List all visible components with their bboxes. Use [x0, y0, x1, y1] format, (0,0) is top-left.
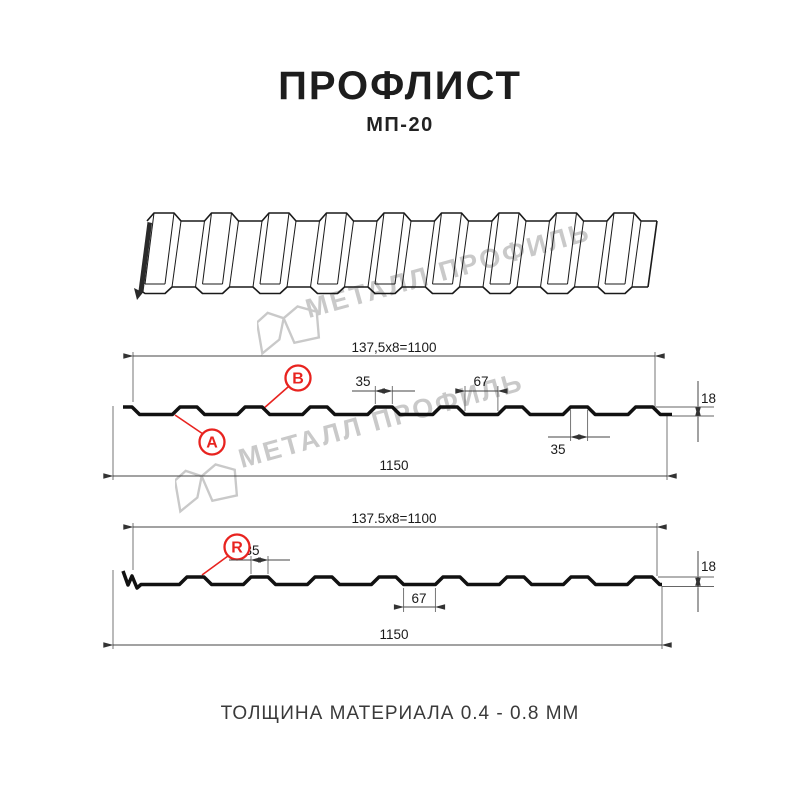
rib-fold-line: [286, 220, 297, 288]
rib-fold-line: [164, 212, 175, 285]
rib-fold-line: [144, 212, 155, 285]
marker-b-leader: [262, 386, 289, 410]
dim-coverage-bottom: 137.5x8=1100: [352, 511, 437, 526]
rib-fold-line: [604, 212, 615, 285]
marker-b-label: B: [292, 371, 304, 388]
marker-a-circle: [198, 428, 226, 456]
rib-fold-line: [222, 212, 232, 285]
sheet-right-edge: [647, 220, 658, 288]
rib-fold-line: [344, 220, 354, 288]
rib-fold-line: [259, 212, 270, 285]
rib-fold-line: [195, 220, 205, 288]
marker-b-circle: [284, 364, 312, 392]
rib-fold-line: [540, 220, 550, 288]
sheet-cut-edge-band: [138, 222, 152, 292]
rib-fold-line: [425, 220, 435, 288]
rib-fold-line: [229, 220, 239, 288]
marker-r-label: R: [231, 540, 243, 557]
dim-valley-width-top: 67: [473, 374, 488, 389]
cross-section-top: 137,5x8=1100 35 67 18 35 1150 B A: [103, 340, 716, 480]
dim-bottom-crest-width: 35: [550, 442, 565, 457]
rib-fold-line: [171, 220, 182, 288]
sheet-far-edge: [146, 212, 657, 222]
profile-model-subtitle: МП-20: [366, 114, 434, 136]
rib-fold-line: [509, 212, 520, 285]
rib-fold-line: [459, 220, 469, 288]
sheet-3d-drawing: [134, 212, 658, 300]
marker-a-leader: [174, 414, 204, 435]
metall-profil-logo-watermark: [257, 305, 321, 356]
rib-fold-line: [401, 220, 412, 288]
dim-height-bottom: 18: [701, 559, 716, 574]
sheet-cut-edge-foot: [134, 288, 143, 300]
dim-overall-width-top: 1150: [379, 458, 408, 473]
dim-coverage-top: 137,5x8=1100: [352, 340, 437, 355]
rib-fold-line: [547, 212, 557, 285]
rib-fold-line: [482, 220, 493, 288]
rib-fold-line: [337, 212, 347, 285]
rib-fold-line: [202, 212, 212, 285]
marker-r-leader: [201, 555, 229, 576]
dim-crest-width-top: 35: [355, 374, 370, 389]
rib-fold-line: [567, 212, 577, 285]
rib-fold-line: [452, 212, 462, 285]
rib-fold-line: [516, 220, 527, 288]
rib-fold-line: [489, 212, 500, 285]
rib-fold-line: [374, 212, 385, 285]
cross-section-bottom: 137.5x8=1100 35 18 67 1150 R: [103, 511, 716, 649]
rib-fold-line: [252, 220, 263, 288]
rib-fold-line: [317, 212, 327, 285]
rib-fold-line: [624, 212, 635, 285]
marker-a-label: A: [206, 435, 218, 452]
rib-fold-line: [574, 220, 584, 288]
rib-fold-line: [432, 212, 442, 285]
profile-outline: [121, 570, 662, 590]
rib-fold-line: [310, 220, 320, 288]
dim-height-top: 18: [701, 391, 716, 406]
profile-outline: [123, 405, 672, 417]
material-thickness-note: ТОЛЩИНА МАТЕРИАЛА 0.4 - 0.8 ММ: [220, 703, 580, 724]
sheet-near-edge: [139, 286, 648, 295]
metall-profil-logo-watermark: [175, 463, 239, 514]
rib-fold-line: [394, 212, 405, 285]
rib-fold-line: [597, 220, 608, 288]
rib-fold-line: [279, 212, 290, 285]
page-title: ПРОФЛИСТ: [278, 64, 522, 108]
rib-fold-line: [367, 220, 378, 288]
dim-valley-width-bottom: 67: [411, 591, 426, 606]
rib-fold-line: [631, 220, 642, 288]
dim-overall-width-bottom: 1150: [379, 627, 408, 642]
